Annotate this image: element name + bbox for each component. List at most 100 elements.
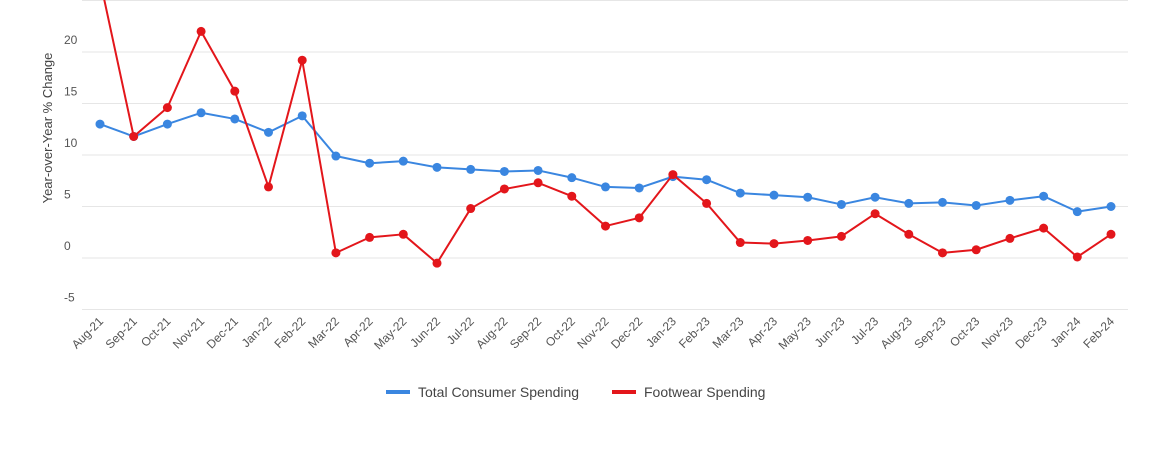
- data-point[interactable]: [1005, 233, 1015, 243]
- data-point[interactable]: [398, 229, 408, 239]
- data-point[interactable]: [432, 162, 442, 172]
- data-point[interactable]: [904, 229, 914, 239]
- x-tick-label: Nov-23: [979, 314, 1016, 351]
- data-point[interactable]: [1039, 223, 1049, 233]
- data-point[interactable]: [836, 231, 846, 241]
- data-point[interactable]: [971, 200, 981, 210]
- data-point[interactable]: [162, 119, 172, 129]
- data-point[interactable]: [735, 238, 745, 248]
- data-point[interactable]: [702, 175, 712, 185]
- data-point[interactable]: [533, 178, 543, 188]
- data-point[interactable]: [162, 103, 172, 113]
- legend-item[interactable]: Total Consumer Spending: [386, 384, 579, 400]
- x-tick-label: Sep-21: [103, 314, 140, 351]
- y-tick-label: 0: [64, 239, 71, 253]
- data-point[interactable]: [365, 232, 375, 242]
- data-point[interactable]: [938, 248, 947, 258]
- y-axis-ticks: -5 0 5 10 15 20: [64, 33, 78, 305]
- data-point[interactable]: [365, 158, 375, 168]
- x-tick-label: Aug-21: [69, 314, 106, 351]
- series-line: [99, 111, 1112, 213]
- legend: Total Consumer Spending Footwear Spending: [386, 384, 765, 400]
- data-point[interactable]: [1106, 202, 1116, 211]
- x-axis-ticks: Aug-21Sep-21Oct-21Nov-21Dec-21Jan-22Feb-…: [69, 314, 1117, 352]
- data-point[interactable]: [836, 199, 846, 209]
- data-point[interactable]: [1039, 191, 1049, 201]
- data-point[interactable]: [769, 239, 779, 249]
- data-point[interactable]: [702, 198, 712, 208]
- data-point[interactable]: [904, 198, 914, 208]
- data-point[interactable]: [870, 209, 880, 219]
- x-tick-label: Jul-23: [848, 314, 881, 347]
- data-point[interactable]: [466, 204, 476, 214]
- x-tick-label: Nov-21: [170, 314, 207, 351]
- data-point[interactable]: [331, 151, 341, 161]
- x-tick-label: Jan-22: [239, 314, 275, 350]
- legend-item[interactable]: Footwear Spending: [612, 384, 765, 400]
- x-tick-label: Jan-24: [1048, 314, 1084, 350]
- data-point[interactable]: [567, 191, 577, 201]
- series-total-consumer-spending: [95, 108, 1116, 217]
- x-tick-label: May-23: [776, 314, 814, 352]
- data-point[interactable]: [398, 156, 408, 166]
- data-point[interactable]: [432, 258, 442, 268]
- data-point[interactable]: [1072, 207, 1082, 217]
- x-tick-label: Jun-23: [812, 314, 848, 350]
- data-point[interactable]: [331, 248, 341, 258]
- data-point[interactable]: [196, 108, 206, 118]
- x-tick-label: Dec-21: [204, 314, 241, 351]
- data-point[interactable]: [803, 235, 813, 245]
- data-point[interactable]: [297, 55, 307, 65]
- data-point[interactable]: [971, 245, 981, 255]
- data-point[interactable]: [466, 164, 476, 174]
- series-lines: [95, 0, 1116, 268]
- y-tick-label: 20: [64, 33, 78, 47]
- x-tick-label: Jul-22: [444, 314, 477, 347]
- data-point[interactable]: [95, 119, 105, 129]
- data-point[interactable]: [634, 213, 644, 223]
- data-point[interactable]: [601, 221, 610, 231]
- data-point[interactable]: [230, 114, 240, 124]
- data-point[interactable]: [769, 190, 779, 200]
- x-tick-label: Mar-23: [710, 314, 747, 351]
- x-tick-label: Nov-22: [574, 314, 611, 351]
- data-point[interactable]: [803, 192, 813, 202]
- data-point[interactable]: [567, 173, 577, 183]
- x-tick-label: Oct-22: [543, 314, 579, 350]
- x-tick-label: Jun-22: [407, 314, 443, 350]
- data-point[interactable]: [264, 127, 273, 137]
- x-tick-label: Dec-23: [1012, 314, 1049, 351]
- data-point[interactable]: [499, 166, 509, 176]
- y-axis-label: Year-over-Year % Change: [40, 53, 55, 204]
- y-tick-label: 5: [64, 188, 71, 202]
- data-point[interactable]: [533, 165, 543, 175]
- data-point[interactable]: [1072, 252, 1082, 262]
- x-tick-label: Oct-21: [138, 314, 174, 350]
- x-tick-label: Mar-22: [305, 314, 342, 351]
- data-point[interactable]: [230, 86, 240, 96]
- data-point[interactable]: [634, 183, 644, 193]
- data-point[interactable]: [499, 184, 509, 194]
- x-tick-label: Sep-23: [911, 314, 948, 351]
- data-point[interactable]: [264, 182, 273, 192]
- x-tick-label: Dec-22: [608, 314, 645, 351]
- data-point[interactable]: [1106, 229, 1116, 239]
- x-tick-label: Oct-23: [947, 314, 983, 350]
- data-point[interactable]: [735, 188, 745, 198]
- x-tick-label: Jan-23: [643, 314, 679, 350]
- data-point[interactable]: [297, 111, 307, 121]
- data-point[interactable]: [196, 26, 206, 36]
- data-point[interactable]: [129, 131, 139, 141]
- legend-label: Footwear Spending: [644, 384, 765, 400]
- y-tick-label: 15: [64, 85, 78, 99]
- data-point[interactable]: [601, 182, 610, 192]
- data-point[interactable]: [1005, 195, 1015, 205]
- y-tick-label: -5: [64, 291, 75, 305]
- data-point[interactable]: [870, 192, 880, 202]
- data-point[interactable]: [938, 197, 947, 207]
- x-tick-label: Aug-23: [878, 314, 915, 351]
- data-point[interactable]: [668, 170, 678, 180]
- series-footwear-spending: [103, 0, 1116, 268]
